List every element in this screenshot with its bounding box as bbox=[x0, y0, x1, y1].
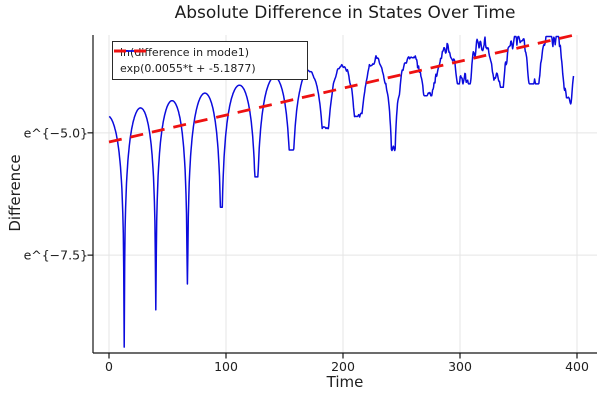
x-tick-label: 100 bbox=[214, 359, 238, 374]
x-tick-label: 0 bbox=[105, 359, 113, 374]
y-tick-label: e^{−5.0} bbox=[23, 125, 88, 141]
x-tick-label: 400 bbox=[565, 359, 589, 374]
series-exp-fit-line bbox=[108, 33, 578, 144]
legend-red-dash-swatch bbox=[114, 49, 146, 53]
legend-item-exp-fit: exp(0.0055*t + -5.1877) bbox=[114, 49, 303, 78]
chart-title: Absolute Difference in States Over Time bbox=[174, 3, 516, 23]
y-axis-label: Difference bbox=[6, 154, 24, 232]
legend-label-ln-difference: ln(difference in mode1) bbox=[120, 45, 250, 59]
series-ln-difference-line bbox=[108, 35, 575, 348]
legend-item-ln-difference: ln(difference in mode1) bbox=[114, 44, 303, 61]
x-tick-label: 300 bbox=[448, 359, 472, 374]
legend-box: ln(difference in mode1) exp(0.0055*t + -… bbox=[112, 41, 308, 80]
x-axis-label: Time bbox=[326, 373, 364, 391]
y-tick-label: e^{−7.5} bbox=[23, 247, 88, 263]
x-tick-label: 200 bbox=[331, 359, 355, 374]
legend-label-exp-fit: exp(0.0055*t + -5.1877) bbox=[120, 62, 256, 76]
